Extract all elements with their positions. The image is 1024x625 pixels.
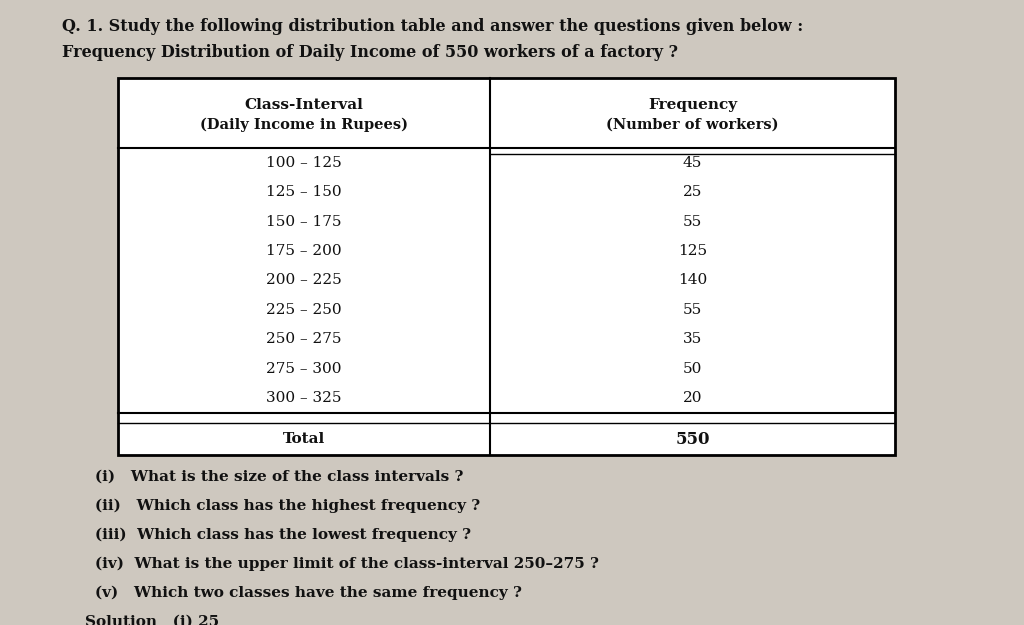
Text: 225 – 250: 225 – 250	[266, 303, 342, 317]
Text: Q. 1. Study the following distribution table and answer the questions given belo: Q. 1. Study the following distribution t…	[62, 18, 803, 35]
Text: Total: Total	[283, 432, 326, 446]
Text: 25: 25	[683, 185, 702, 199]
Text: (iii)  Which class has the lowest frequency ?: (iii) Which class has the lowest frequen…	[95, 528, 471, 542]
Text: 20: 20	[683, 391, 702, 405]
Text: Frequency: Frequency	[648, 98, 737, 112]
Text: 55: 55	[683, 303, 702, 317]
Text: 275 – 300: 275 – 300	[266, 362, 342, 376]
Text: (v)   Which two classes have the same frequency ?: (v) Which two classes have the same freq…	[95, 586, 522, 601]
Text: 300 – 325: 300 – 325	[266, 391, 342, 405]
Text: 550: 550	[675, 431, 710, 447]
Text: 140: 140	[678, 274, 708, 288]
Text: Class-Interval: Class-Interval	[245, 98, 364, 112]
Text: 35: 35	[683, 332, 702, 346]
Text: 55: 55	[683, 214, 702, 229]
Text: 175 – 200: 175 – 200	[266, 244, 342, 258]
Text: 250 – 275: 250 – 275	[266, 332, 342, 346]
Text: (iv)  What is the upper limit of the class-interval 250–275 ?: (iv) What is the upper limit of the clas…	[95, 557, 599, 571]
Text: 50: 50	[683, 362, 702, 376]
Text: 125: 125	[678, 244, 707, 258]
Text: (Number of workers): (Number of workers)	[606, 118, 778, 132]
Text: (Daily Income in Rupees): (Daily Income in Rupees)	[200, 118, 408, 132]
Text: 125 – 150: 125 – 150	[266, 185, 342, 199]
Text: 100 – 125: 100 – 125	[266, 156, 342, 170]
Text: 150 – 175: 150 – 175	[266, 214, 342, 229]
Text: (ii)   Which class has the highest frequency ?: (ii) Which class has the highest frequen…	[95, 499, 480, 513]
Text: Frequency Distribution of Daily Income of 550 workers of a factory ?: Frequency Distribution of Daily Income o…	[62, 44, 678, 61]
Text: (i)   What is the size of the class intervals ?: (i) What is the size of the class interv…	[95, 470, 464, 484]
Text: 200 – 225: 200 – 225	[266, 274, 342, 288]
Bar	[118, 78, 895, 455]
Text: 45: 45	[683, 156, 702, 170]
Text: Solution   (i) 25: Solution (i) 25	[85, 615, 219, 625]
